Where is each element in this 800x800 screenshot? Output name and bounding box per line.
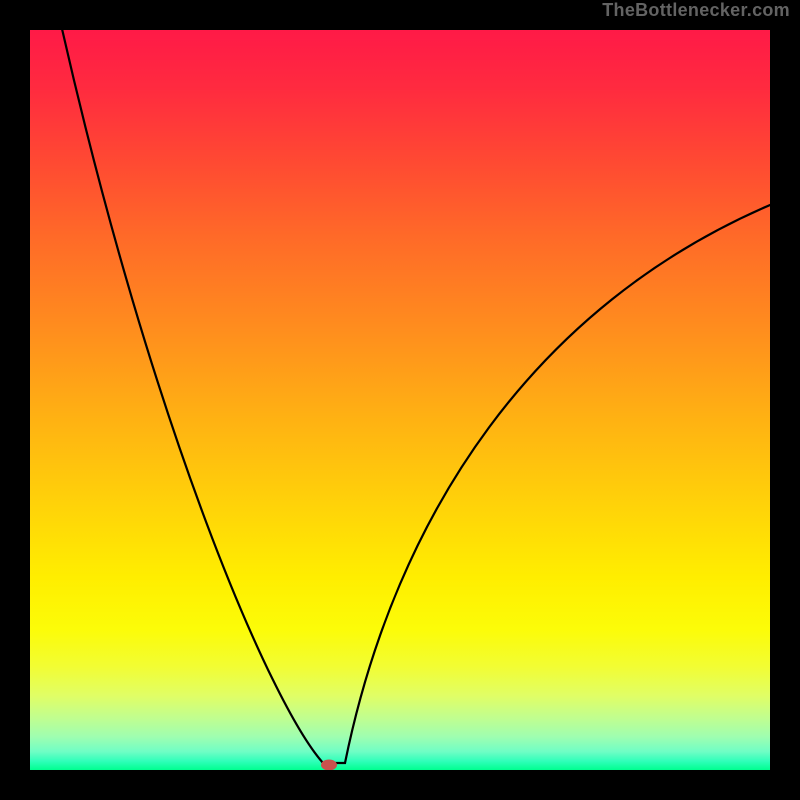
plot-area	[30, 30, 770, 770]
chart-container: TheBottlenecker.com	[0, 0, 800, 800]
chart-svg	[30, 30, 770, 770]
watermark-label: TheBottlenecker.com	[602, 0, 790, 21]
gradient-background	[30, 30, 770, 770]
optimum-marker	[321, 760, 337, 771]
